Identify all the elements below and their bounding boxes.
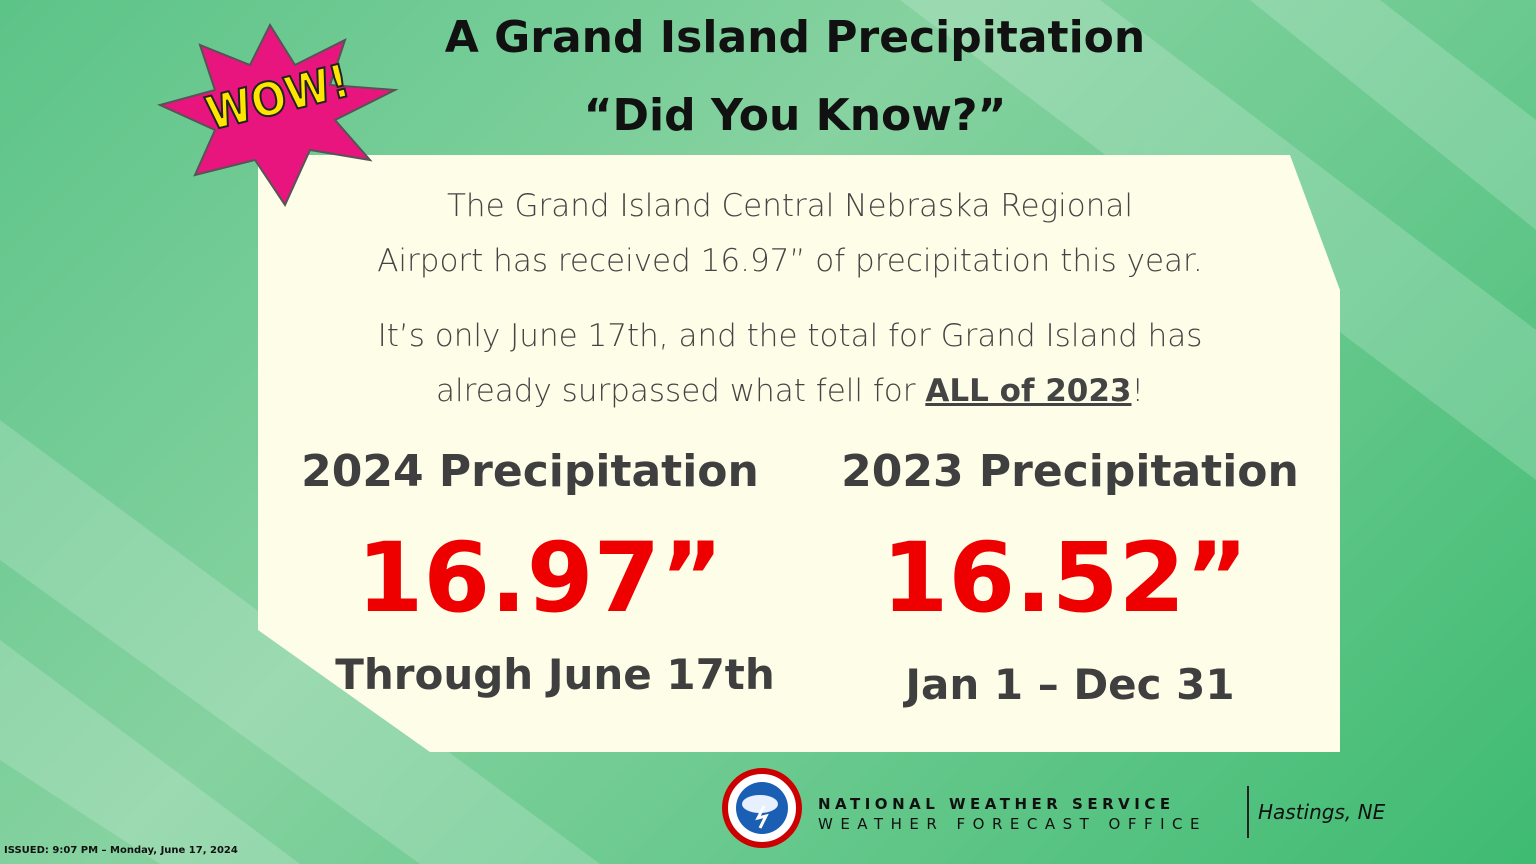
nws-logo xyxy=(722,768,1249,848)
agency: NATIONAL WEATHER SERVICE xyxy=(818,795,1175,813)
intro-line: Airport has received 16.97” of precipita… xyxy=(377,243,1203,279)
column-heading: 2023 Precipitation xyxy=(841,446,1299,497)
note-text: ! xyxy=(1131,373,1144,409)
note-text: already surpassed what fell for xyxy=(436,373,926,409)
note-emphasis: ALL of 2023 xyxy=(925,373,1132,409)
starburst xyxy=(157,22,399,208)
title-line: “Did You Know?” xyxy=(583,90,1007,141)
column-period: Jan 1 – Dec 31 xyxy=(905,660,1235,709)
text-panel xyxy=(258,155,1340,752)
note-line: already surpassed what fell for ALL of 2… xyxy=(436,373,1144,409)
column-heading: 2024 Precipitation xyxy=(301,446,759,497)
column-amount: 16.97” xyxy=(356,522,724,634)
office: WEATHER FORECAST OFFICE xyxy=(818,815,1207,833)
issued: ISSUED: 9:07 PM – Monday, June 17, 2024 xyxy=(4,845,238,856)
note-line: It’s only June 17th, and the total for G… xyxy=(377,318,1203,354)
intro-line: The Grand Island Central Nebraska Region… xyxy=(446,188,1134,224)
column-amount: 16.52” xyxy=(881,522,1249,634)
column-period: Through June 17th xyxy=(335,650,775,699)
location: Hastings, NE xyxy=(1258,800,1386,824)
title-line: A Grand Island Precipitation xyxy=(444,12,1146,63)
